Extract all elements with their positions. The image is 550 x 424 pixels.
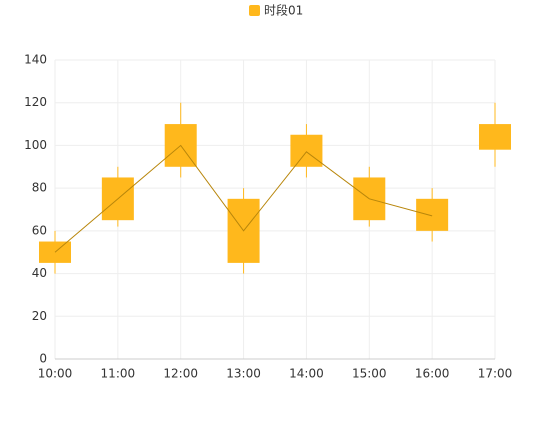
box [416, 198, 449, 231]
y-tick-label: 60 [32, 223, 47, 237]
y-tick-label: 20 [32, 309, 47, 323]
x-tick-label: 16:00 [415, 367, 450, 381]
x-tick-label: 15:00 [352, 367, 387, 381]
x-tick-label: 10:00 [38, 367, 73, 381]
y-tick-label: 0 [39, 352, 47, 366]
y-tick-label: 120 [24, 95, 47, 109]
y-tick-label: 40 [32, 266, 47, 280]
legend: 时段01 [249, 3, 303, 18]
x-tick-label: 11:00 [101, 367, 136, 381]
x-tick-label: 12:00 [163, 367, 198, 381]
x-tick-label: 17:00 [478, 367, 513, 381]
legend-swatch [249, 5, 260, 16]
x-tick-label: 14:00 [289, 367, 324, 381]
x-tick-label: 13:00 [226, 367, 261, 381]
median-line [54, 144, 433, 253]
y-tick-label: 100 [24, 138, 47, 152]
y-tick-label: 140 [24, 53, 47, 67]
box [479, 124, 511, 150]
box [290, 134, 323, 167]
legend-label: 时段01 [264, 3, 303, 18]
y-tick-label: 80 [32, 181, 47, 195]
box [39, 241, 71, 263]
